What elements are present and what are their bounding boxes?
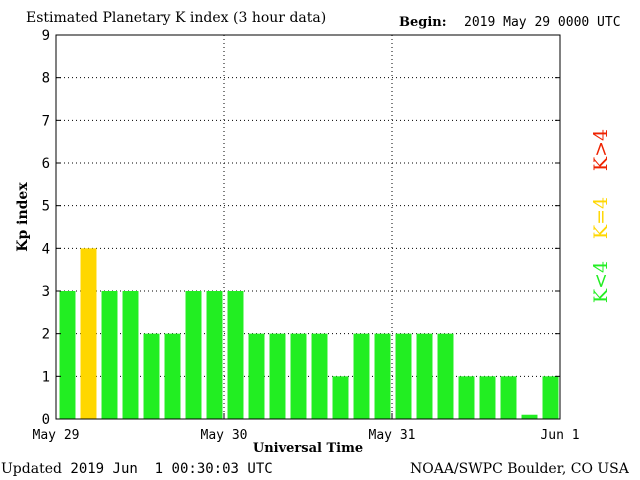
kp-bar [206, 291, 223, 419]
y-tick-label: 9 [42, 28, 50, 44]
y-tick-label: 6 [42, 156, 50, 172]
y-axis-label: Kp index [15, 182, 31, 252]
x-tick-label: May 29 [33, 428, 80, 443]
kp-bar [437, 333, 454, 419]
kp-bar [542, 376, 559, 419]
x-tick-label: May 30 [201, 428, 248, 443]
begin-value: 2019 May 29 0000 UTC [464, 15, 621, 30]
kp-bar [395, 333, 412, 419]
y-tick-label: 8 [42, 71, 50, 87]
y-tick-label: 0 [42, 412, 50, 428]
y-tick-label: 1 [42, 369, 50, 385]
kp-bar [416, 333, 433, 419]
kp-bar [101, 291, 118, 419]
y-tick-label: 4 [42, 241, 50, 257]
kp-bar [311, 333, 328, 419]
y-tick-label: 5 [42, 199, 50, 215]
plot-frame [55, 34, 561, 420]
legend-item: K<4 [590, 261, 612, 303]
kp-bar [290, 333, 307, 419]
kp-bar [227, 291, 244, 419]
y-tick-label: 2 [42, 327, 50, 343]
x-tick-label: May 31 [369, 428, 416, 443]
y-tick-label: 7 [42, 113, 50, 129]
updated-label: Updated [1, 461, 62, 477]
kp-bar [458, 376, 475, 419]
begin-label: Begin: [399, 15, 447, 30]
kp-bar [122, 291, 139, 419]
legend-item: K=4 [590, 197, 612, 239]
kp-bar [143, 333, 160, 419]
kp-bar [185, 291, 202, 419]
kp-bar [332, 376, 349, 419]
kp-bar [374, 333, 391, 419]
kp-bar [269, 333, 286, 419]
x-tick-label: Jun 1 [540, 428, 579, 443]
kp-index-chart: 0 1 2 3 4 5 6 7 8 9 May 29 May 30 May 31 Jun 1 Univers… [15, 28, 612, 456]
credit-line: NOAA/SWPC Boulder, CO USA [410, 461, 629, 477]
kp-bar [59, 291, 76, 419]
kp-bar [500, 376, 517, 419]
kp-bar [521, 414, 538, 419]
x-axis-label: Universal Time [253, 441, 363, 456]
kp-bar [353, 333, 370, 419]
chart-title: Estimated Planetary K index (3 hour data… [26, 10, 327, 26]
y-tick-label: 3 [42, 284, 50, 300]
updated-value: 2019 Jun 1 00:30:03 UTC [70, 461, 273, 477]
kp-bar [164, 333, 181, 419]
legend-item: K>4 [590, 129, 612, 171]
kp-bar [479, 376, 496, 419]
kp-bar [80, 248, 97, 419]
kp-bar [248, 333, 265, 419]
updated-timestamp: Updated 2019 Jun 1 00:30:03 UTC [1, 462, 273, 476]
